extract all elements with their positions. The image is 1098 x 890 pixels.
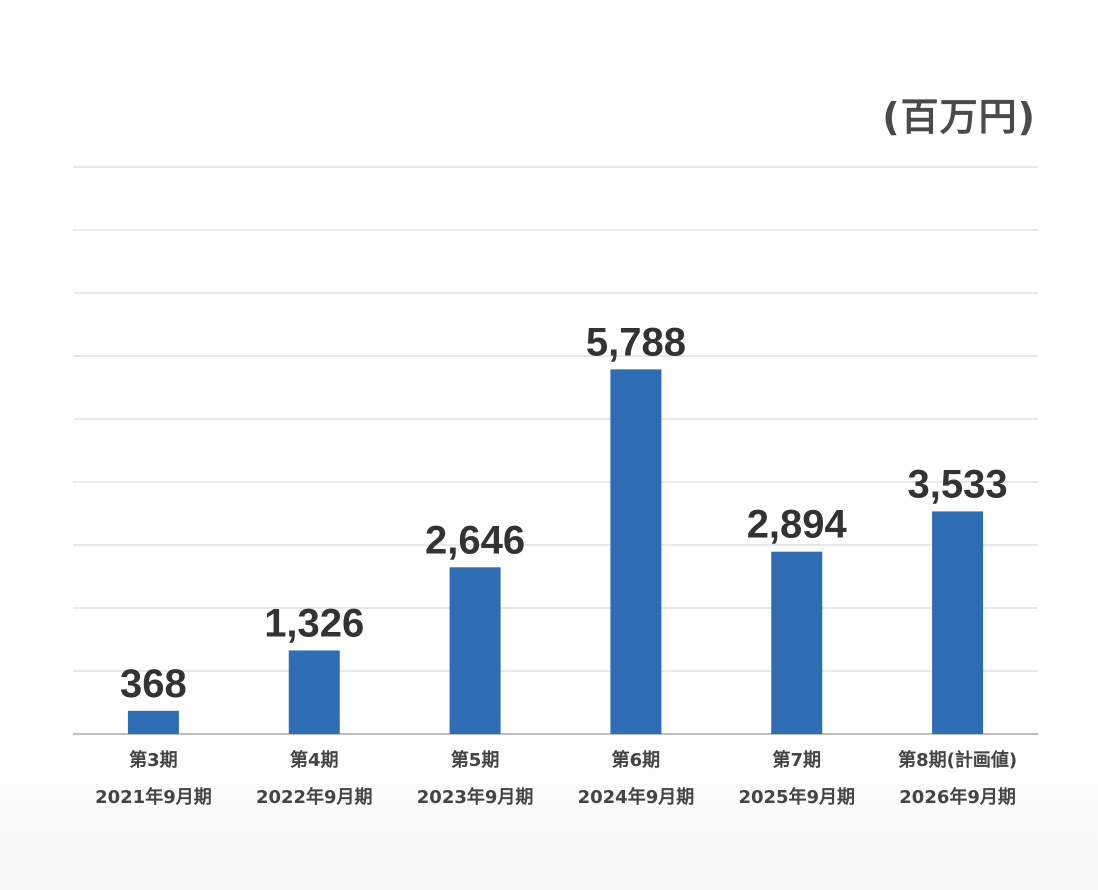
category-fiscal-label: 2023年9月期 (417, 786, 534, 808)
value-label: 2,894 (747, 503, 848, 547)
bar (771, 551, 823, 734)
category-period-label: 第3期 (129, 749, 178, 771)
value-labels: 368 1,326 2,646 5,788 2,894 3,533 (120, 320, 1008, 705)
category-fiscal-label: 2026年9月期 (899, 786, 1016, 808)
category-labels: 第3期 2021年9月期 第4期 2022年9月期 第5期 2023年9月期 第6期 2024… (95, 749, 1017, 808)
value-label: 5,788 (586, 320, 686, 364)
category-fiscal-label: 2022年9月期 (256, 786, 373, 808)
value-label: 2,646 (425, 518, 525, 562)
bar (288, 650, 340, 734)
category-period-label: 第4期 (290, 749, 339, 771)
unit-label: (百万円) (882, 95, 1036, 139)
category-fiscal-label: 2025年9月期 (738, 786, 855, 808)
category-period-label: 第5期 (451, 749, 500, 771)
value-label: 1,326 (264, 601, 364, 645)
gridlines (73, 166, 1038, 735)
category-period-label: 第6期 (612, 749, 661, 771)
bars (127, 369, 984, 734)
bar (610, 369, 662, 734)
bar (127, 710, 179, 734)
value-label: 3,533 (908, 462, 1008, 506)
category-period-label: 第8期(計画値) (898, 749, 1017, 771)
category-fiscal-label: 2024年9月期 (578, 786, 695, 808)
bar (932, 511, 984, 734)
value-label: 368 (120, 662, 187, 706)
bar (449, 567, 501, 734)
category-period-label: 第7期 (772, 749, 821, 771)
category-fiscal-label: 2021年9月期 (95, 786, 212, 808)
